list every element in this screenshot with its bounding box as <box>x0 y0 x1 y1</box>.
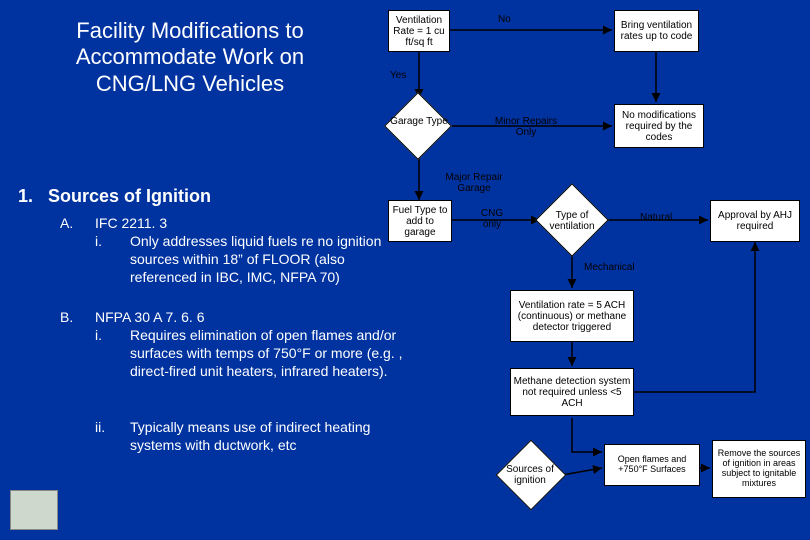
diamond-type-vent-text: Type of ventilation <box>542 210 602 232</box>
item-A-label: A. <box>60 214 73 232</box>
label-natural: Natural <box>640 212 672 223</box>
box-open-flames: Open flames and +750°F Surfaces <box>604 444 700 486</box>
label-cng: CNG only <box>472 208 512 230</box>
label-minor: Minor Repairs Only <box>486 116 566 138</box>
box-vent-rate: Ventilation Rate = 1 cu ft/sq ft <box>388 10 450 52</box>
diamond-sources-ign-text: Sources of ignition <box>500 464 560 486</box>
box-remove-src: Remove the sources of ignition in areas … <box>712 440 806 498</box>
label-major: Major Repair Garage <box>434 172 514 194</box>
item-B-i-text: Requires elimination of open flames and/… <box>130 326 420 381</box>
item-B-i-label: i. <box>95 326 102 344</box>
box-vent-rate-5: Ventilation rate = 5 ACH (continuous) or… <box>510 290 634 342</box>
item-B-ii-text: Typically means use of indirect heating … <box>130 418 420 454</box>
item-B-head: NFPA 30 A 7. 6. 6 <box>95 308 204 326</box>
label-yes: Yes <box>390 70 406 81</box>
diamond-garage-type-text: Garage Type <box>389 116 449 127</box>
box-methane-not: Methane detection system not required un… <box>510 368 634 416</box>
item-A-i-label: i. <box>95 232 102 250</box>
box-bring-rates: Bring ventilation rates up to code <box>614 10 699 52</box>
box-approval: Approval by AHJ required <box>710 200 800 242</box>
section-number: 1. <box>18 186 33 207</box>
box-fuel-add: Fuel Type to add to garage <box>388 200 452 242</box>
label-mechanical: Mechanical <box>584 262 635 273</box>
slide-title: Facility Modifications to Accommodate Wo… <box>40 18 340 97</box>
box-no-mods: No modifications required by the codes <box>614 104 704 148</box>
item-B-ii-label: ii. <box>95 418 105 436</box>
item-B-label: B. <box>60 308 73 326</box>
item-A-i-text: Only addresses liquid fuels re no igniti… <box>130 232 410 287</box>
logo <box>10 490 58 530</box>
label-no: No <box>498 14 511 25</box>
item-A-head: IFC 2211. 3 <box>95 214 167 232</box>
section-heading: Sources of Ignition <box>48 186 211 207</box>
